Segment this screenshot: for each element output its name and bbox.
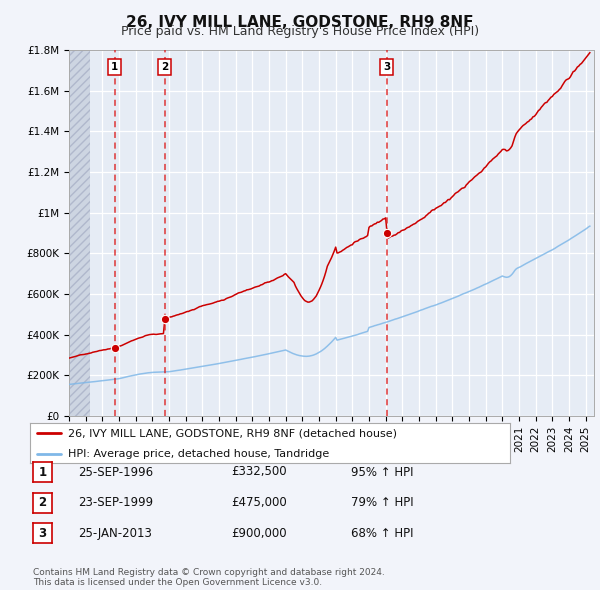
Text: 79% ↑ HPI: 79% ↑ HPI [351, 496, 413, 509]
Text: 3: 3 [38, 527, 47, 540]
Text: 26, IVY MILL LANE, GODSTONE, RH9 8NF: 26, IVY MILL LANE, GODSTONE, RH9 8NF [126, 15, 474, 30]
Text: HPI: Average price, detached house, Tandridge: HPI: Average price, detached house, Tand… [68, 448, 329, 458]
Text: 3: 3 [383, 61, 391, 71]
Text: £332,500: £332,500 [231, 466, 287, 478]
Text: 68% ↑ HPI: 68% ↑ HPI [351, 527, 413, 540]
Text: 2: 2 [161, 61, 168, 71]
Text: 1: 1 [111, 61, 118, 71]
Text: 1: 1 [38, 466, 47, 478]
Text: £900,000: £900,000 [231, 527, 287, 540]
Text: £475,000: £475,000 [231, 496, 287, 509]
Bar [69, 50, 90, 416]
Text: 25-SEP-1996: 25-SEP-1996 [78, 466, 153, 478]
Text: 26, IVY MILL LANE, GODSTONE, RH9 8NF (detached house): 26, IVY MILL LANE, GODSTONE, RH9 8NF (de… [68, 428, 397, 438]
Text: Contains HM Land Registry data © Crown copyright and database right 2024.
This d: Contains HM Land Registry data © Crown c… [33, 568, 385, 587]
Text: 2: 2 [38, 496, 47, 509]
Text: 23-SEP-1999: 23-SEP-1999 [78, 496, 153, 509]
Text: 95% ↑ HPI: 95% ↑ HPI [351, 466, 413, 478]
Text: 25-JAN-2013: 25-JAN-2013 [78, 527, 152, 540]
Text: Price paid vs. HM Land Registry's House Price Index (HPI): Price paid vs. HM Land Registry's House … [121, 25, 479, 38]
